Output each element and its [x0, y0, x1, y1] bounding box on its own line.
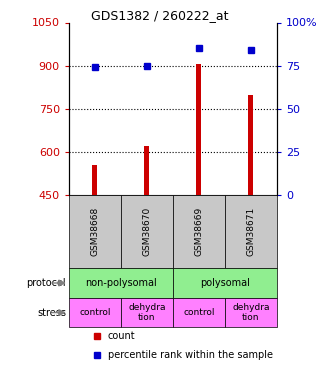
Bar — [69, 268, 173, 298]
Bar — [225, 195, 277, 268]
Text: GSM38668: GSM38668 — [90, 207, 99, 256]
Text: protocol: protocol — [27, 278, 66, 288]
Text: stress: stress — [37, 308, 66, 318]
Bar — [248, 94, 253, 195]
Bar — [196, 64, 201, 195]
Text: GSM38669: GSM38669 — [194, 207, 203, 256]
Text: GSM38671: GSM38671 — [246, 207, 255, 256]
Bar — [173, 268, 277, 298]
Bar — [144, 146, 149, 195]
Bar — [121, 298, 173, 327]
Text: control: control — [79, 308, 110, 317]
Text: non-polysomal: non-polysomal — [85, 278, 157, 288]
Bar — [69, 195, 121, 268]
Text: polysomal: polysomal — [200, 278, 250, 288]
Bar — [69, 298, 121, 327]
Bar — [225, 298, 277, 327]
Bar — [173, 298, 225, 327]
Text: dehydra
tion: dehydra tion — [128, 303, 165, 322]
Bar — [173, 195, 225, 268]
Text: GDS1382 / 260222_at: GDS1382 / 260222_at — [91, 9, 229, 22]
Text: count: count — [108, 332, 135, 342]
Bar — [92, 165, 97, 195]
Text: GSM38670: GSM38670 — [142, 207, 151, 256]
Text: percentile rank within the sample: percentile rank within the sample — [108, 350, 273, 360]
Text: dehydra
tion: dehydra tion — [232, 303, 269, 322]
Text: control: control — [183, 308, 214, 317]
Bar — [121, 195, 173, 268]
